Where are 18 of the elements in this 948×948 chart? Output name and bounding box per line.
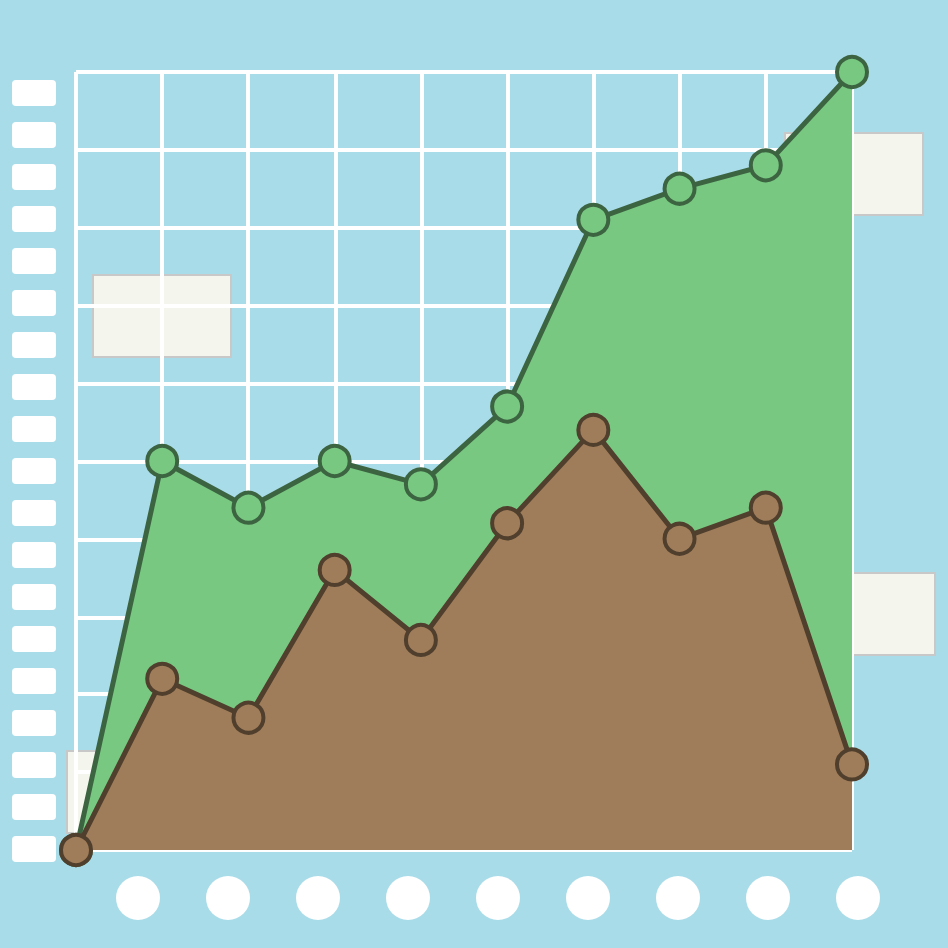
point — [748, 490, 783, 525]
point — [835, 747, 869, 782]
point — [403, 467, 438, 502]
point — [231, 700, 266, 735]
point — [748, 148, 783, 183]
point — [403, 622, 438, 657]
point — [835, 55, 869, 89]
point — [317, 444, 352, 478]
point — [145, 661, 180, 696]
point — [662, 171, 697, 206]
point — [490, 389, 525, 424]
point — [231, 490, 266, 525]
point — [490, 506, 525, 541]
point — [662, 521, 697, 556]
point — [576, 202, 611, 237]
point — [145, 444, 180, 478]
point — [576, 412, 611, 447]
point — [317, 552, 352, 587]
